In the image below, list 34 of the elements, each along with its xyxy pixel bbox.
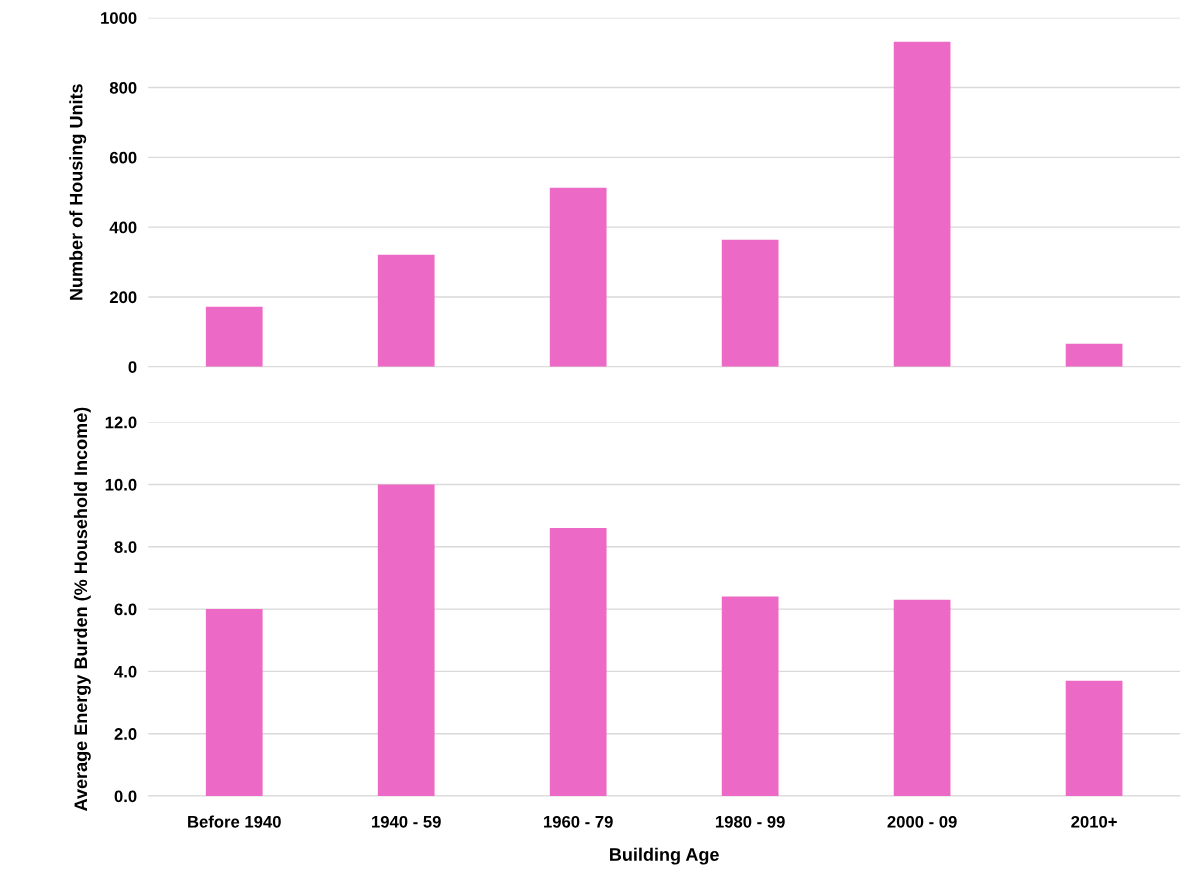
- y-tick-label: 800: [109, 81, 137, 94]
- x-tick-label: Before 1940: [188, 815, 281, 828]
- y-tick-label: 600: [109, 151, 137, 164]
- y-axis-title: Number of Housing Units: [69, 84, 87, 300]
- bar: [377, 254, 435, 367]
- bar: [205, 306, 263, 367]
- x-tick-label: 2010+: [1071, 815, 1117, 828]
- y-tick-label: 0: [128, 361, 137, 373]
- bar: [721, 239, 779, 367]
- bar: [549, 187, 607, 367]
- x-tick-label: 1940 - 59: [372, 815, 441, 828]
- bar: [377, 484, 435, 796]
- y-axis-title: Average Energy Burden (% Household Income): [73, 407, 91, 811]
- y-tick-label: 10.0: [105, 478, 137, 491]
- bar: [1065, 680, 1123, 796]
- x-tick-label: 1960 - 79: [544, 815, 613, 828]
- y-tick-label: 4.0: [114, 665, 137, 678]
- y-tick-label: 6.0: [114, 603, 137, 616]
- bar: [893, 599, 951, 796]
- y-tick-label: 2.0: [114, 728, 137, 740]
- y-tick-label: 8.0: [114, 541, 137, 553]
- y-tick-label: 1000: [101, 12, 137, 24]
- y-tick-label: 12.0: [105, 416, 137, 429]
- y-tick-label: 400: [109, 221, 137, 234]
- y-tick-label: 200: [109, 291, 137, 304]
- bar: [549, 528, 607, 796]
- x-tick-label: 2000 - 09: [887, 815, 957, 828]
- bar: [721, 596, 779, 796]
- bar: [893, 41, 951, 367]
- x-tick-label: 1980 - 99: [715, 815, 785, 828]
- bar: [1065, 343, 1123, 367]
- x-axis-title: Building Age: [610, 847, 719, 865]
- y-tick-label: 0.0: [114, 790, 137, 803]
- bar: [205, 609, 263, 796]
